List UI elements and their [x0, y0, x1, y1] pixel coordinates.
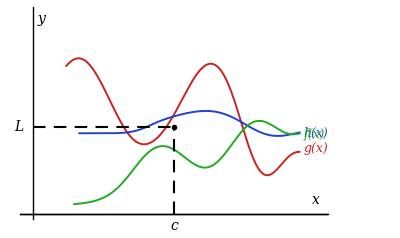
Text: x: x: [312, 193, 320, 207]
Text: h(x): h(x): [304, 127, 328, 140]
Text: g(x): g(x): [304, 142, 328, 155]
Text: c: c: [170, 219, 178, 233]
Text: L: L: [14, 120, 24, 134]
Text: y: y: [38, 12, 46, 26]
Text: f(x): f(x): [304, 128, 325, 141]
